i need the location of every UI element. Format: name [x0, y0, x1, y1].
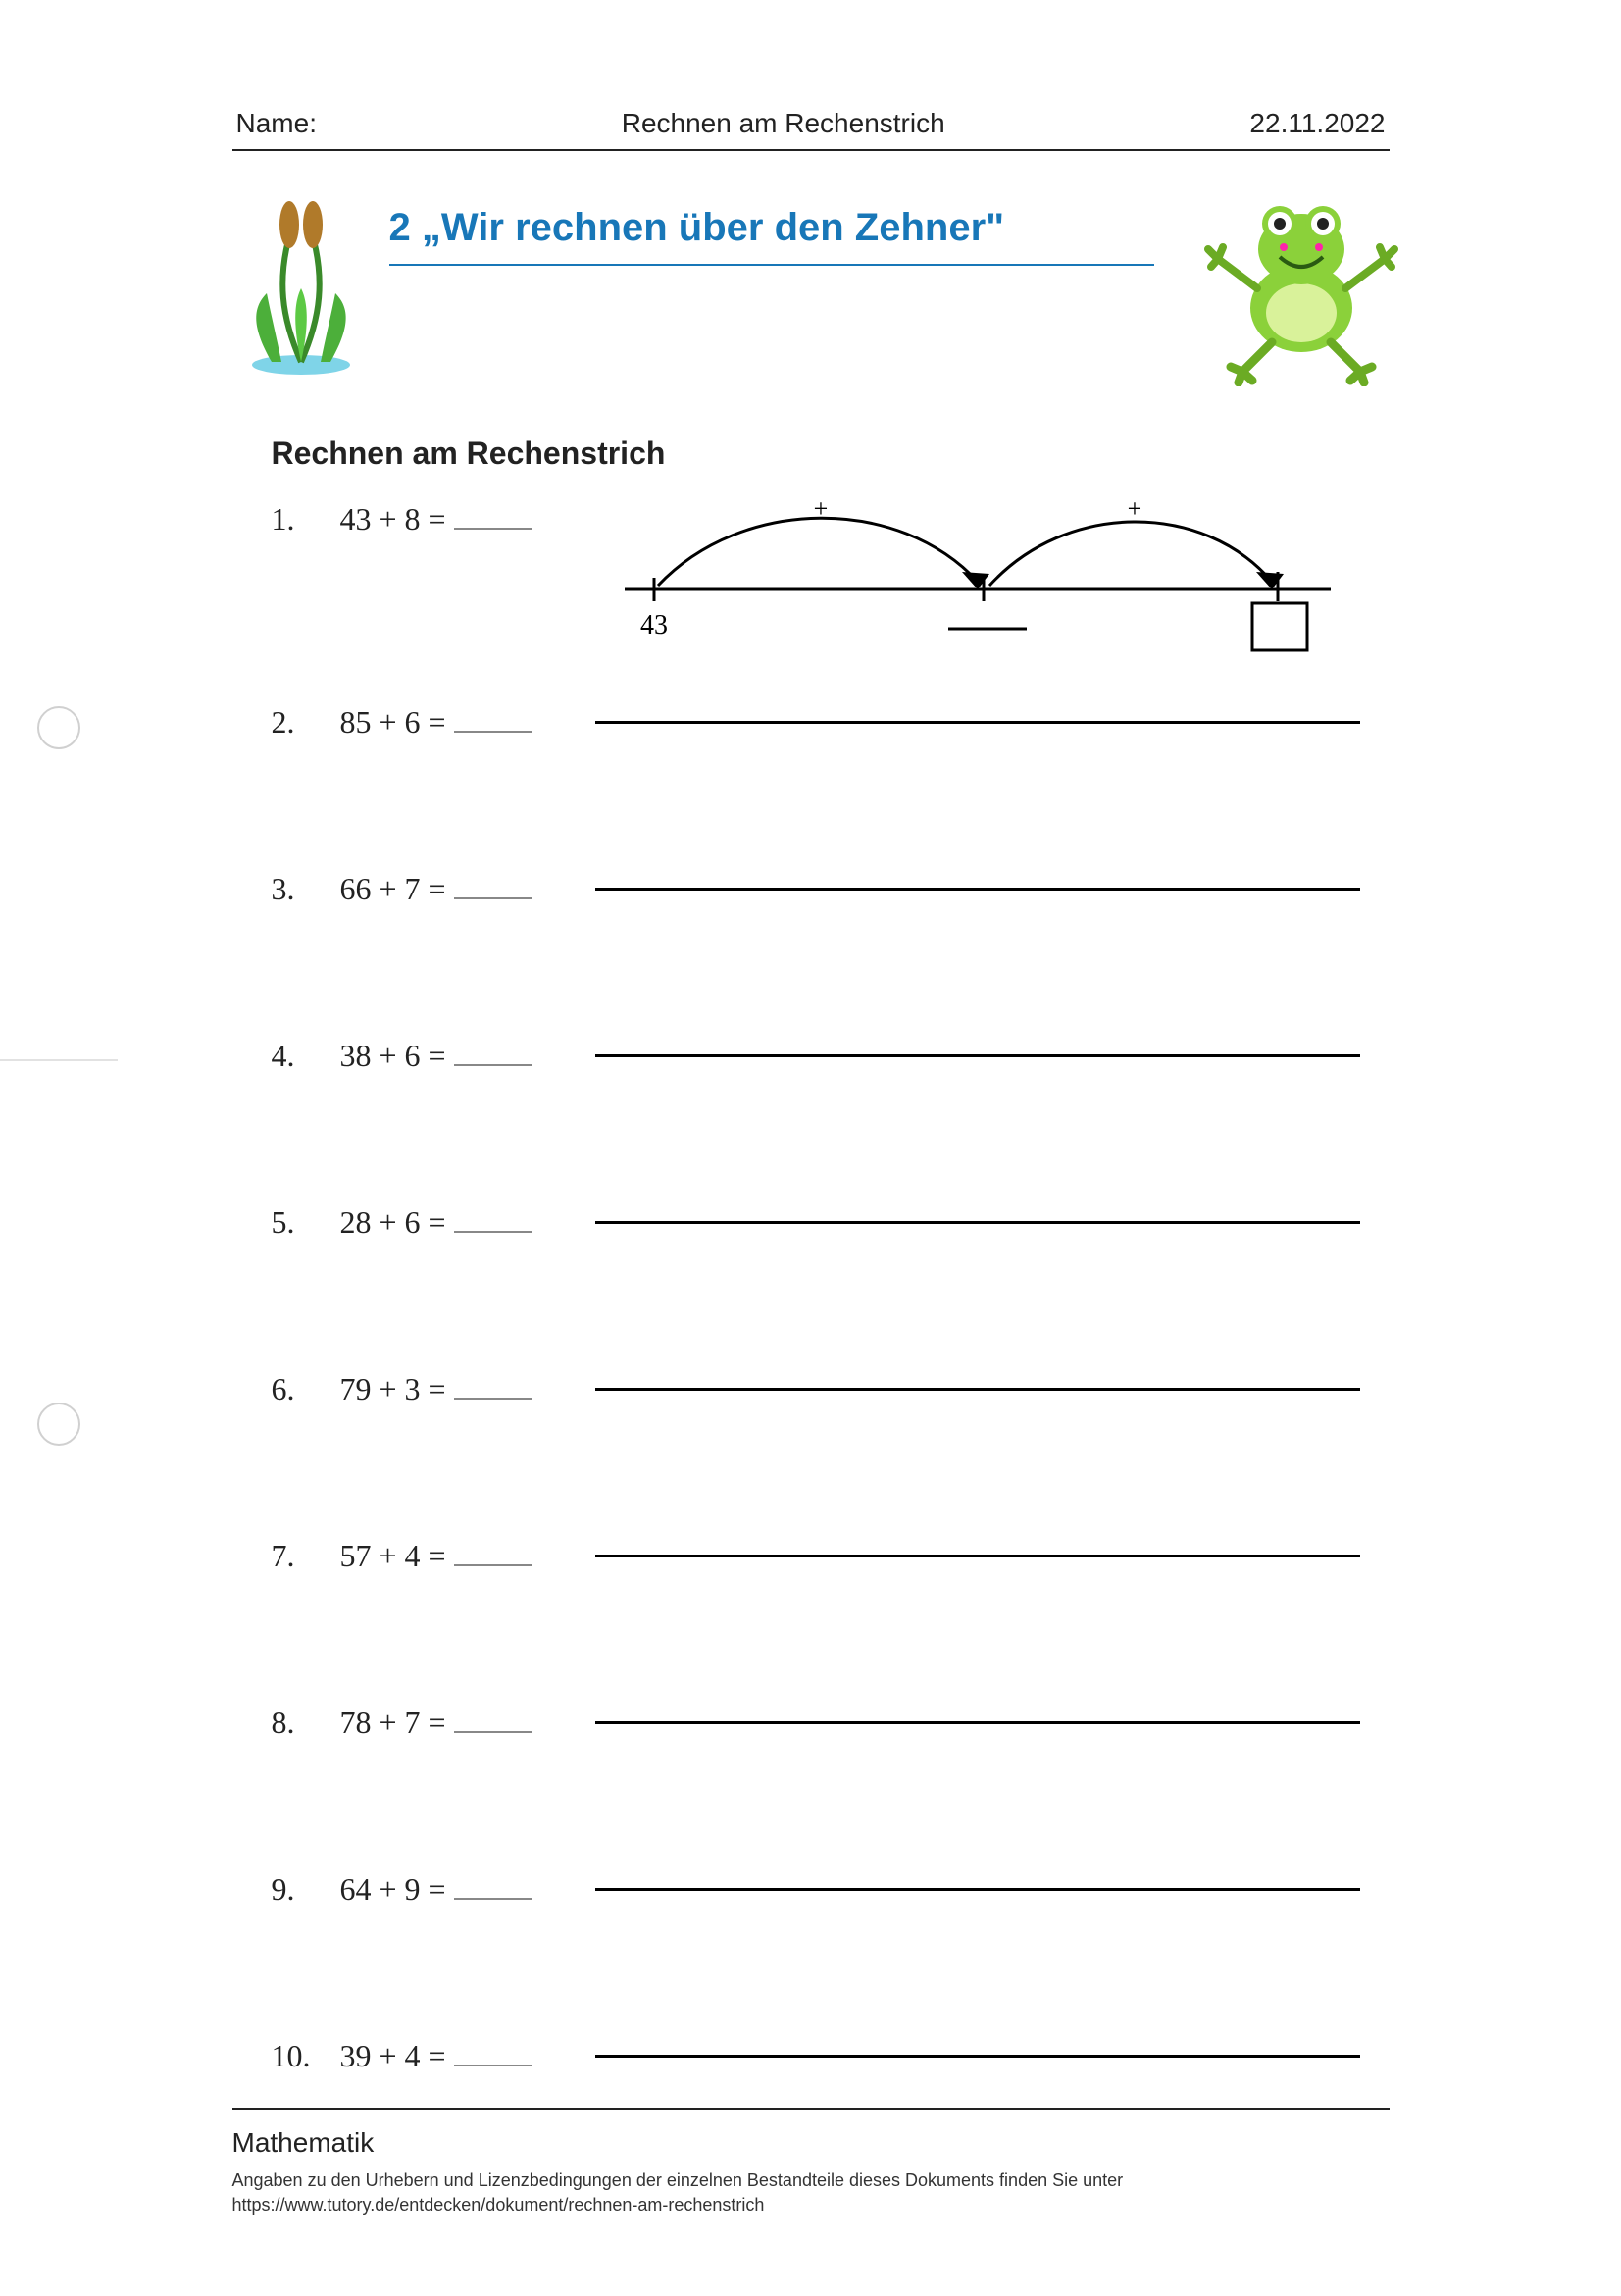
answer-blank[interactable] [454, 1398, 532, 1400]
title-number: 2 [389, 206, 411, 249]
numberline-op2: + [1127, 501, 1141, 523]
problem-row: 4. 38 + 6 = [272, 972, 1390, 1139]
answer-blank[interactable] [454, 1898, 532, 1900]
footer-url: https://www.tutory.de/entdecken/dokument… [232, 2193, 1390, 2218]
frog-icon [1203, 190, 1399, 386]
answer-blank[interactable] [454, 897, 532, 899]
problem-row: 5. 28 + 6 = [272, 1139, 1390, 1305]
work-line[interactable] [595, 1054, 1360, 1057]
page-edge-mark [0, 1059, 118, 1061]
page-header: Name: Rechnen am Rechenstrich 22.11.2022 [232, 108, 1390, 151]
answer-blank[interactable] [454, 2065, 532, 2066]
numberline-op1: + [813, 501, 828, 523]
problem-equation: 79 + 3 = [340, 1371, 595, 1407]
plant-icon [232, 200, 370, 377]
problem-number: 10. [272, 2038, 340, 2074]
footer-subject: Mathematik [232, 2127, 1390, 2159]
worksheet-page: Name: Rechnen am Rechenstrich 22.11.2022 [232, 0, 1390, 2296]
section-subtitle: Rechnen am Rechenstrich [272, 435, 1390, 472]
page-footer: Mathematik Angaben zu den Urhebern und L… [232, 2108, 1390, 2218]
problem-equation: 43 + 8 = [340, 501, 595, 537]
problem-row: 1. 43 + 8 = 43 + [272, 491, 1390, 638]
problem-row: 9. 64 + 9 = [272, 1806, 1390, 1972]
answer-blank[interactable] [454, 731, 532, 733]
answer-blank[interactable] [454, 1231, 532, 1233]
problem-number: 6. [272, 1371, 340, 1407]
work-line[interactable] [595, 1555, 1360, 1557]
problem-row: 2. 85 + 6 = [272, 638, 1390, 805]
title-text: „Wir rechnen über den Zehner" [422, 206, 1004, 249]
work-line[interactable] [595, 888, 1360, 891]
work-line[interactable] [595, 1388, 1360, 1391]
number-line-diagram: 43 + + [595, 501, 1360, 658]
problem-row: 3. 66 + 7 = [272, 805, 1390, 972]
problem-number: 2. [272, 704, 340, 740]
problem-number: 4. [272, 1038, 340, 1074]
worksheet-title: 2 „Wir rechnen über den Zehner" [389, 200, 1154, 266]
header-title: Rechnen am Rechenstrich [622, 108, 945, 139]
work-line[interactable] [595, 721, 1360, 724]
problem-equation: 64 + 9 = [340, 1871, 595, 1908]
problem-row: 8. 78 + 7 = [272, 1639, 1390, 1806]
answer-blank[interactable] [454, 1731, 532, 1733]
page-wrapper: Name: Rechnen am Rechenstrich 22.11.2022 [0, 0, 1621, 2296]
work-line[interactable] [595, 1888, 1360, 1891]
problem-equation: 57 + 4 = [340, 1538, 595, 1574]
title-row: 2 „Wir rechnen über den Zehner" [232, 200, 1390, 377]
problem-equation: 28 + 6 = [340, 1204, 595, 1241]
problem-number: 1. [272, 501, 340, 537]
header-date: 22.11.2022 [1249, 108, 1385, 139]
numberline-start: 43 [640, 610, 668, 640]
answer-blank[interactable] [454, 1064, 532, 1066]
problem-row: 7. 57 + 4 = [272, 1472, 1390, 1639]
answer-blank[interactable] [454, 1564, 532, 1566]
problem-row: 6. 79 + 3 = [272, 1305, 1390, 1472]
problems-list: 1. 43 + 8 = 43 + [272, 491, 1390, 2139]
problem-equation: 38 + 6 = [340, 1038, 595, 1074]
problem-number: 8. [272, 1705, 340, 1741]
problem-equation: 39 + 4 = [340, 2038, 595, 2074]
problem-number: 5. [272, 1204, 340, 1241]
answer-blank[interactable] [454, 528, 532, 530]
punch-hole [37, 706, 80, 749]
work-line[interactable] [595, 1221, 1360, 1224]
footer-license: Angaben zu den Urhebern und Lizenzbeding… [232, 2168, 1390, 2193]
problem-number: 7. [272, 1538, 340, 1574]
problem-number: 9. [272, 1871, 340, 1908]
problem-number: 3. [272, 871, 340, 907]
problem-equation: 66 + 7 = [340, 871, 595, 907]
work-line[interactable] [595, 1721, 1360, 1724]
name-label: Name: [236, 108, 317, 139]
punch-hole [37, 1403, 80, 1446]
problem-equation: 85 + 6 = [340, 704, 595, 740]
problem-equation: 78 + 7 = [340, 1705, 595, 1741]
work-line[interactable] [595, 2055, 1360, 2058]
